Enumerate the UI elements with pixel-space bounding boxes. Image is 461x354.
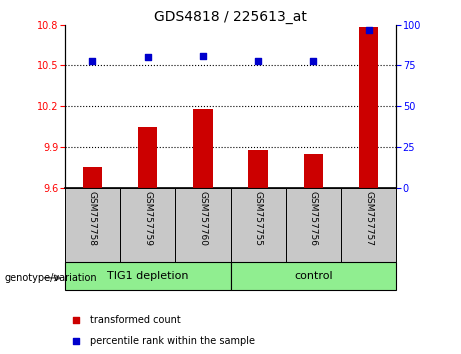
Text: TIG1 depletion: TIG1 depletion [107,271,188,281]
Text: GSM757757: GSM757757 [364,191,373,246]
Bar [193,109,213,188]
Point [72,317,79,323]
Bar [65,262,230,290]
Bar [230,188,286,262]
Bar [286,188,341,262]
Bar [359,28,378,188]
Bar [230,262,396,290]
Bar [304,154,323,188]
Point [310,58,317,63]
Text: GSM757759: GSM757759 [143,191,152,246]
Text: percentile rank within the sample: percentile rank within the sample [90,336,255,346]
Point [144,55,151,60]
Point [72,338,79,344]
Text: genotype/variation: genotype/variation [5,273,97,283]
Bar [83,167,102,188]
Bar [138,127,157,188]
Bar [248,150,268,188]
Point [199,53,207,58]
Text: control: control [294,271,333,281]
Bar [175,188,230,262]
Text: transformed count: transformed count [90,315,181,325]
Point [365,27,372,33]
Bar [341,188,396,262]
Text: GSM757755: GSM757755 [254,191,263,246]
Text: GSM757758: GSM757758 [88,191,97,246]
Point [89,58,96,63]
Text: GSM757760: GSM757760 [198,191,207,246]
Bar [120,188,175,262]
Bar [65,188,120,262]
Text: GSM757756: GSM757756 [309,191,318,246]
Point [254,58,262,63]
Title: GDS4818 / 225613_at: GDS4818 / 225613_at [154,10,307,24]
